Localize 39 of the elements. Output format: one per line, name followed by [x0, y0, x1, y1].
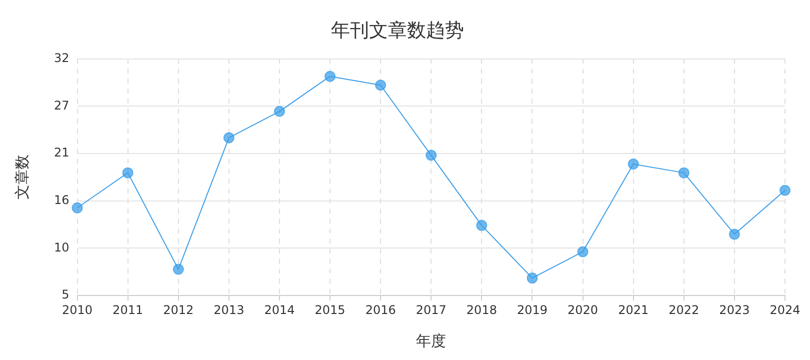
y-tick-label: 10 — [54, 240, 70, 254]
point — [728, 228, 740, 240]
y-tick-label: 32 — [54, 50, 70, 65]
y-tick-label: 5 — [62, 288, 70, 302]
point — [426, 150, 437, 161]
x-tick-label: 2024 — [770, 302, 800, 317]
point — [172, 264, 184, 275]
x-tick-label: 2017 — [416, 302, 446, 317]
x-tick-label: 2013 — [214, 302, 244, 317]
point — [72, 202, 83, 214]
x-tick-label: 2023 — [719, 302, 750, 317]
point — [526, 272, 538, 284]
x-tick-label: 2014 — [264, 302, 295, 317]
point — [476, 220, 488, 231]
x-tick-label: 2021 — [618, 302, 649, 317]
x-tick-label: 2016 — [365, 302, 396, 317]
x-tick-label: 2020 — [568, 302, 598, 317]
x-tick-label: 2012 — [163, 302, 194, 317]
x-tick-label: 2022 — [668, 302, 700, 317]
point — [223, 132, 234, 144]
y-tick-label: 16 — [54, 193, 70, 208]
point — [678, 167, 690, 178]
point — [122, 167, 134, 178]
point — [628, 158, 639, 170]
x-tick-label: 2018 — [466, 302, 497, 317]
point — [324, 70, 336, 82]
chart-title: 年刊文章数趋势 — [331, 19, 464, 42]
x-tick-label: 2019 — [516, 302, 548, 317]
point — [375, 80, 386, 91]
y-tick-label: 27 — [54, 98, 70, 112]
x-tick-label: 2015 — [314, 302, 346, 317]
point — [577, 246, 588, 258]
x-axis-title: 年度 — [416, 332, 446, 350]
y-tick-label: 21 — [54, 146, 70, 160]
x-tick-label: 2010 — [62, 302, 93, 317]
point — [274, 106, 285, 117]
point — [780, 184, 790, 196]
x-tick-label: 2011 — [112, 302, 144, 317]
y-axis-title: 文章数 — [12, 154, 31, 200]
